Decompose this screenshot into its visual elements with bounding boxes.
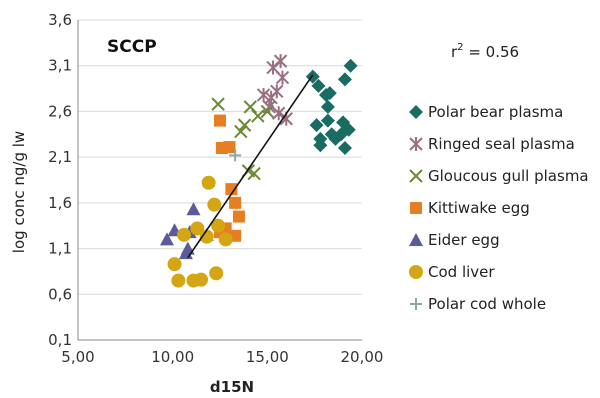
polar-bear-plasma-point [311, 78, 326, 93]
polar-bear-plasma-point [343, 58, 358, 73]
kittiwake-egg-point [229, 196, 242, 209]
polar-bear-plasma-point [337, 72, 352, 87]
ringed-seal-plasma-point [262, 99, 276, 114]
cod-liver-point [167, 257, 182, 272]
legend-marker-polar-cod-whole [410, 298, 422, 310]
gloucous-gull-plasma-point [211, 97, 225, 111]
legend-marker-ringed-seal-plasma [409, 137, 423, 151]
gloucous-gull-plasma-point [243, 100, 258, 114]
cod-liver-point [211, 218, 226, 233]
ringed-seal-plasma-point [273, 54, 288, 69]
gloucous-gull-plasma-point [247, 166, 261, 181]
eider-egg-point [186, 202, 201, 216]
gloucous-gull-plasma-point [251, 109, 265, 123]
cod-liver-point [201, 175, 216, 190]
legend-label-ringed-seal-plasma: Ringed seal plasma [428, 135, 575, 153]
legend-label-cod-liver: Cod liver [428, 263, 495, 281]
r-squared-value: = 0.56 [464, 43, 520, 61]
polar-bear-plasma-point [337, 141, 352, 155]
cod-liver-point [171, 273, 186, 288]
kittiwake-egg-point [225, 183, 238, 196]
legend-label-gloucous-gull-plasma: Gloucous gull plasma [428, 167, 589, 185]
legend-marker-kittiwake-egg [410, 202, 422, 214]
polar-bear-plasma-point [341, 122, 356, 137]
legend-label-polar-bear-plasma: Polar bear plasma [428, 103, 563, 121]
x-tick-label: 10,00 [151, 348, 194, 366]
y-axis-title: log conc ng/g lw [10, 131, 28, 253]
gloucous-gull-plasma-point [237, 118, 252, 132]
cod-liver-point [177, 227, 192, 242]
legend-label-kittiwake-egg: Kittiwake egg [428, 199, 530, 217]
trendline [187, 74, 314, 259]
y-tick-label: 2,6 [48, 102, 72, 120]
legend-marker-polar-bear-plasma [409, 105, 423, 119]
x-axis-title: d15N [210, 378, 254, 396]
gloucous-gull-plasma-point [234, 124, 248, 139]
cod-liver-point [199, 229, 214, 244]
polar-cod-whole-point [229, 149, 242, 162]
r-squared-prefix: r [451, 43, 458, 61]
y-tick-label: 0,1 [48, 331, 72, 349]
r-squared-superscript: 2 [457, 42, 463, 53]
x-tick-labels: 5,00 10,00 15,00 20,00 [61, 348, 383, 366]
y-tick-label: 3,1 [48, 57, 72, 75]
polar-bear-plasma-point [309, 118, 324, 133]
polar-bear-plasma-point [322, 86, 337, 101]
y-tick-label: 2,1 [48, 148, 72, 166]
polar-bear-plasma-point [320, 99, 335, 114]
y-tick-label: 1,6 [48, 194, 72, 212]
cod-liver-point [209, 266, 224, 281]
legend-marker-gloucous-gull-plasma [409, 169, 423, 183]
legend-marker-cod-liver [409, 265, 423, 279]
legend-marker-eider-egg [409, 233, 423, 246]
legend-label-polar-cod-whole: Polar cod whole [428, 295, 546, 313]
r-squared-annotation: r2 = 0.56 [451, 42, 519, 61]
cod-liver-point [190, 221, 205, 236]
polar-bear-plasma-point [313, 138, 328, 153]
kittiwake-egg-point [232, 210, 245, 223]
y-tick-label: 0,6 [48, 285, 72, 303]
eider-egg-point [159, 232, 174, 246]
polar-bear-plasma-point [328, 131, 343, 146]
ringed-seal-plasma-point [275, 70, 290, 85]
x-tick-label: 20,00 [341, 348, 384, 366]
legend-label-eider-egg: Eider egg [428, 231, 500, 249]
y-tick-label: 3,6 [48, 11, 72, 29]
gloucous-gull-plasma-point [260, 104, 275, 119]
cod-liver-point [207, 197, 222, 212]
axes [77, 20, 362, 341]
x-tick-label: 15,00 [246, 348, 289, 366]
x-tick-label: 5,00 [61, 348, 94, 366]
ringed-seal-plasma-point [256, 87, 271, 102]
cod-liver-point [218, 232, 233, 247]
y-tick-labels: 0,1 0,6 1,1 1,6 2,1 2,6 3,1 3,6 [48, 11, 72, 349]
chart-title: SCCP [107, 37, 157, 57]
trendline-group [187, 74, 314, 259]
ringed-seal-plasma-point [271, 106, 286, 121]
y-tick-label: 1,1 [48, 240, 72, 258]
polar-bear-plasma-point [320, 113, 335, 128]
kittiwake-egg-point [214, 114, 226, 127]
legend: Polar bear plasma Ringed seal plasma Glouc… [409, 103, 589, 313]
kittiwake-egg-point [223, 141, 236, 154]
cod-liver-point [194, 272, 209, 287]
